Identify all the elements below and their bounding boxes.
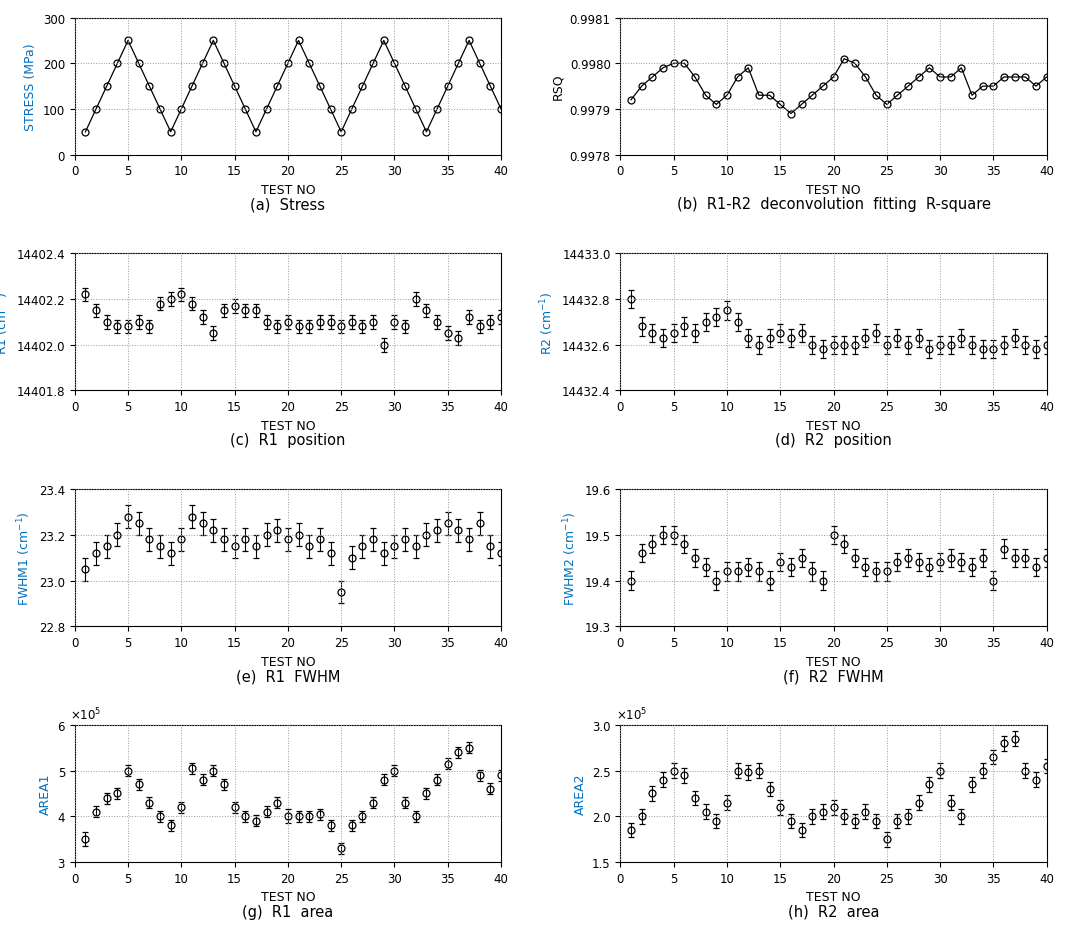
X-axis label: TEST NO: TEST NO (261, 890, 315, 903)
Text: (e)  R1  FWHM: (e) R1 FWHM (236, 668, 340, 683)
Text: (h)  R2  area: (h) R2 area (788, 904, 879, 919)
Text: (c)  R1  position: (c) R1 position (231, 433, 346, 448)
X-axis label: TEST NO: TEST NO (806, 890, 861, 903)
Y-axis label: FWHM1 (cm$^{-1}$): FWHM1 (cm$^{-1}$) (16, 511, 33, 605)
Y-axis label: AREA2: AREA2 (574, 773, 586, 814)
Y-axis label: FWHM2 (cm$^{-1}$): FWHM2 (cm$^{-1}$) (562, 511, 579, 605)
X-axis label: TEST NO: TEST NO (261, 184, 315, 197)
Y-axis label: STRESS (MPa): STRESS (MPa) (25, 44, 37, 131)
Y-axis label: RSQ: RSQ (551, 74, 564, 100)
X-axis label: TEST NO: TEST NO (261, 419, 315, 432)
X-axis label: TEST NO: TEST NO (806, 419, 861, 432)
Y-axis label: R1 (cm$^{-1}$): R1 (cm$^{-1}$) (0, 291, 11, 354)
Text: (b)  R1-R2  deconvolution  fitting  R-square: (b) R1-R2 deconvolution fitting R-square (676, 197, 990, 212)
Text: $\times 10^5$: $\times 10^5$ (70, 705, 101, 722)
Y-axis label: R2 (cm$^{-1}$): R2 (cm$^{-1}$) (539, 291, 556, 354)
X-axis label: TEST NO: TEST NO (261, 654, 315, 667)
Y-axis label: AREA1: AREA1 (40, 773, 52, 814)
Text: (f)  R2  FWHM: (f) R2 FWHM (783, 668, 884, 683)
Text: (g)  R1  area: (g) R1 area (242, 904, 333, 919)
X-axis label: TEST NO: TEST NO (806, 654, 861, 667)
Text: (d)  R2  position: (d) R2 position (775, 433, 892, 448)
Text: (a)  Stress: (a) Stress (250, 197, 326, 212)
X-axis label: TEST NO: TEST NO (806, 184, 861, 197)
Text: $\times 10^5$: $\times 10^5$ (616, 705, 647, 722)
